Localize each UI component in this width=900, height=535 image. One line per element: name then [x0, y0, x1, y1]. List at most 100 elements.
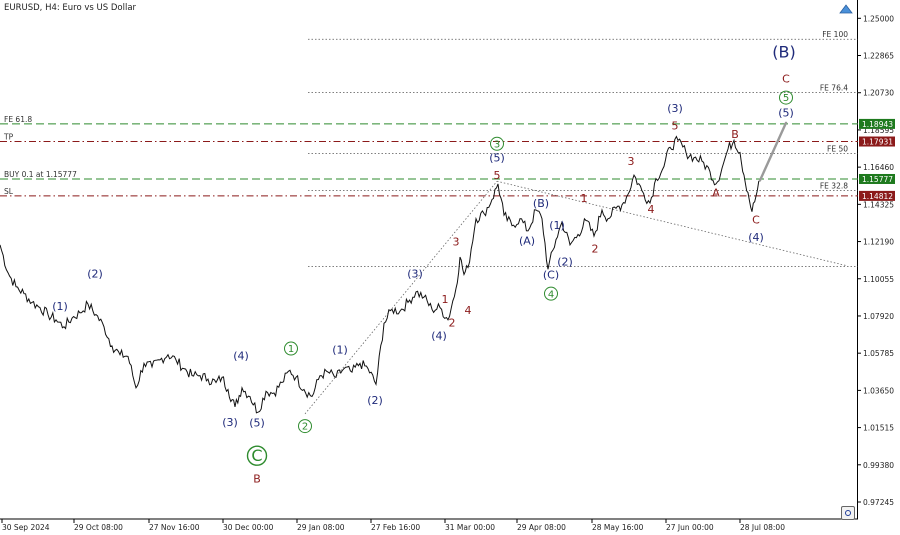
price-tag-label: 1.18943: [862, 120, 893, 129]
y-tick-label: 1.14325: [863, 200, 894, 209]
wave-label: 2: [449, 316, 456, 329]
level-label: FE 76.4: [820, 83, 848, 92]
wave-label: (4): [748, 231, 764, 244]
y-tick-label: 1.22865: [863, 52, 894, 61]
wave-label: (2): [557, 255, 573, 268]
wave-label: 5: [672, 119, 679, 132]
price-tag: [859, 118, 895, 129]
wave-label: B: [253, 472, 261, 485]
y-tick-label: 1.01515: [863, 424, 894, 433]
wave-label: (4): [233, 350, 249, 363]
wave-label: 3: [494, 139, 500, 150]
wave-label: (1): [549, 219, 565, 232]
wave-label: 4: [648, 203, 655, 216]
y-tick-label: 1.03650: [863, 386, 894, 395]
wave-label: 2: [592, 242, 599, 255]
wave-label: (B): [533, 197, 549, 210]
wave-label: (2): [367, 394, 383, 407]
wave-label: (C): [543, 268, 559, 281]
y-tick-label: 1.18595: [863, 126, 894, 135]
wave-label: 4: [548, 289, 554, 300]
wave-label-circle: [544, 286, 558, 301]
level-label: FE 32.8: [820, 181, 848, 190]
wave-label: (2): [87, 268, 103, 281]
price-tag-label: 1.14812: [862, 192, 893, 201]
wave-label: (4): [431, 329, 447, 342]
y-tick-label: 1.16460: [863, 163, 894, 172]
price-series: [0, 135, 761, 414]
zoom-icon[interactable]: [841, 506, 855, 520]
price-tag-label: 1.17931: [862, 138, 893, 147]
level-label: FE 50: [827, 144, 848, 153]
x-tick-label: 31 Mar 00:00: [445, 523, 495, 532]
wave-label-circle: [490, 136, 504, 151]
wave-label-circle: [284, 341, 298, 356]
level-label: SL: [4, 187, 14, 196]
y-tick-label: 1.20730: [863, 89, 894, 98]
y-tick-label: 1.05785: [863, 349, 894, 358]
wave-label: (3): [407, 268, 423, 281]
wave-label: C: [251, 446, 262, 465]
price-tag: [859, 190, 895, 201]
wave-label-circle: [779, 90, 793, 105]
y-tick-label: 1.25000: [863, 14, 894, 23]
chart-title: EURUSD, H4: Euro vs US Dollar: [4, 3, 137, 13]
wave-label: (5): [249, 417, 265, 430]
x-tick-label: 29 Apr 08:00: [517, 523, 566, 532]
wave-label: 1: [442, 293, 449, 306]
level-label: BUY 0.1 at 1.15777: [4, 170, 77, 179]
wave-label: C: [782, 72, 790, 85]
wave-label: C: [752, 214, 760, 227]
x-tick-label: 27 Feb 16:00: [371, 523, 420, 532]
level-label: TP: [3, 133, 14, 142]
wave-label: 5: [494, 169, 501, 182]
one-click-trading-icon[interactable]: [839, 4, 853, 14]
y-tick-label: 1.07920: [863, 312, 894, 321]
wave-label: 2: [302, 422, 308, 433]
x-tick-label: 27 Jun 00:00: [666, 523, 714, 532]
wave-label: A: [712, 187, 720, 200]
x-tick-label: 27 Nov 16:00: [149, 523, 200, 532]
y-axis-ticks: 1.25000 1.22865 1.20730 1.18595 1.16460 1.143…: [858, 14, 894, 507]
level-label: FE 100: [822, 30, 848, 39]
wave-label: (3): [222, 416, 238, 429]
wave-label: B: [731, 128, 739, 141]
y-tick-label: 0.99380: [863, 461, 894, 470]
x-tick-label: 30 Sep 2024: [2, 523, 50, 532]
wave-label: 5: [783, 93, 789, 104]
wave-label: (A): [519, 235, 535, 248]
wave-label: (B): [772, 42, 795, 61]
y-tick-label: 1.10055: [863, 275, 894, 284]
x-tick-label: 28 May 16:00: [592, 523, 644, 532]
y-tick-label: 0.97245: [863, 498, 894, 507]
projection-arrow: [758, 121, 788, 182]
price-tag-label: 1.15777: [862, 175, 893, 184]
price-line: [0, 135, 761, 414]
trend-line: [496, 180, 848, 267]
wave-label: 1: [581, 192, 588, 205]
x-tick-label: 30 Dec 00:00: [223, 523, 274, 532]
price-tag: [859, 136, 895, 147]
horizontal-levels: FE 100 FE 76.4 FE 61.8 TP FE 50 BUY 0.1 at 1.…: [0, 30, 858, 268]
x-tick-label: 29 Jan 08:00: [297, 523, 345, 532]
x-tick-label: 28 Jul 08:00: [740, 523, 785, 532]
price-tags: 1.18943 1.17931 1.15777 1.14812: [859, 118, 895, 201]
wave-label: (1): [332, 343, 348, 356]
wave-label: (5): [778, 106, 794, 119]
wave-label: (3): [667, 102, 683, 115]
price-tag: [859, 173, 895, 184]
wave-label: (5): [489, 152, 505, 165]
wave-label: 3: [453, 235, 460, 248]
wave-label: (1): [52, 300, 68, 313]
projection-line: [758, 121, 788, 182]
wave-label-circle: [298, 419, 312, 434]
x-tick-label: 29 Oct 08:00: [74, 523, 123, 532]
wave-label: 1: [288, 344, 294, 355]
wave-labels: (1)(2)(3)(4)(5)CB12(1)(2)(3)(4)12343(5)5…: [52, 42, 796, 485]
wave-label-circle: [246, 445, 268, 466]
wave-label: 4: [465, 304, 472, 317]
level-label: FE 61.8: [4, 115, 32, 124]
y-tick-label: 1.12190: [863, 238, 894, 247]
